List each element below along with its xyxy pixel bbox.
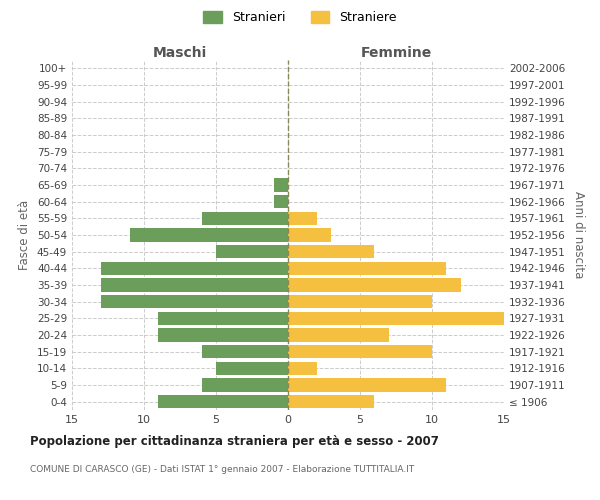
Bar [288, 262, 446, 275]
Bar [288, 345, 432, 358]
Bar [288, 245, 374, 258]
Bar [288, 395, 374, 408]
Bar [101, 262, 288, 275]
Bar [288, 328, 389, 342]
Bar [216, 245, 288, 258]
Bar [202, 378, 288, 392]
Text: COMUNE DI CARASCO (GE) - Dati ISTAT 1° gennaio 2007 - Elaborazione TUTTITALIA.IT: COMUNE DI CARASCO (GE) - Dati ISTAT 1° g… [30, 465, 414, 474]
Bar [288, 378, 446, 392]
Bar [101, 278, 288, 291]
Text: Maschi: Maschi [153, 46, 207, 60]
Bar [158, 395, 288, 408]
Bar [288, 295, 432, 308]
Text: Femmine: Femmine [361, 46, 431, 60]
Bar [101, 295, 288, 308]
Bar [274, 178, 288, 192]
Legend: Stranieri, Straniere: Stranieri, Straniere [198, 6, 402, 29]
Bar [288, 362, 317, 375]
Bar [216, 362, 288, 375]
Bar [288, 312, 504, 325]
Bar [288, 228, 331, 241]
Bar [288, 212, 317, 225]
Y-axis label: Anni di nascita: Anni di nascita [572, 192, 585, 278]
Y-axis label: Fasce di età: Fasce di età [19, 200, 31, 270]
Bar [130, 228, 288, 241]
Text: Popolazione per cittadinanza straniera per età e sesso - 2007: Popolazione per cittadinanza straniera p… [30, 435, 439, 448]
Bar [274, 195, 288, 208]
Bar [158, 328, 288, 342]
Bar [158, 312, 288, 325]
Bar [202, 345, 288, 358]
Bar [288, 278, 461, 291]
Bar [202, 212, 288, 225]
